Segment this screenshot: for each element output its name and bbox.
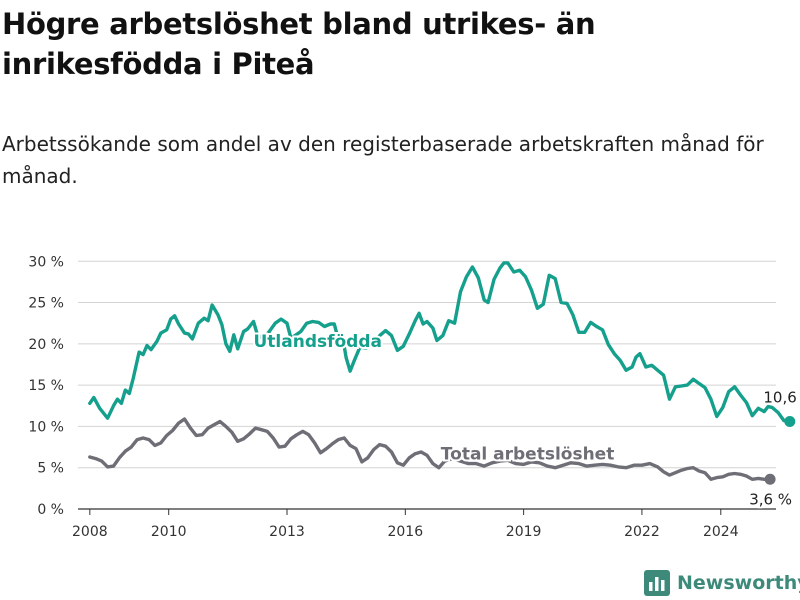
series-name-label: Utlandsfödda <box>253 332 382 352</box>
newsworthy-logo-icon <box>644 570 670 596</box>
y-tick-label: 25 % <box>28 296 64 312</box>
x-tick-label: 2022 <box>624 524 660 540</box>
newsworthy-logo: Newsworthy <box>644 566 800 600</box>
x-tick-label: 2010 <box>151 524 187 540</box>
y-tick-label: 5 % <box>37 461 64 477</box>
x-tick-label: 2024 <box>703 524 739 540</box>
x-tick-label: 2013 <box>269 524 305 540</box>
brand-name: Newsworthy <box>677 572 800 594</box>
end-value-label: 10,6 % <box>763 388 800 406</box>
y-tick-label: 10 % <box>28 419 64 435</box>
y-tick-label: 20 % <box>28 337 64 353</box>
series-layer <box>88 261 796 485</box>
grid-layer <box>78 260 776 510</box>
x-tick-label: 2008 <box>72 524 108 540</box>
x-tick-label: 2016 <box>387 524 423 540</box>
label-layer: Utlandsfödda Total arbetslöshet 10,6 % 3,6 … <box>251 330 800 510</box>
y-tick-label: 0 % <box>37 502 64 518</box>
axis-layer: 0 % 5 % 10 % 15 % 20 % 25 % 30 % 2008 2010 2013 20… <box>28 254 738 540</box>
series-line <box>88 417 772 481</box>
series-end-point <box>764 473 776 485</box>
series-end-point <box>784 415 796 427</box>
y-tick-label: 15 % <box>28 378 64 394</box>
series-name-label: Total arbetslöshet <box>441 444 615 464</box>
y-tick-label: 30 % <box>28 254 64 270</box>
end-value-label: 3,6 % <box>749 490 792 508</box>
x-tick-label: 2019 <box>506 524 542 540</box>
series-line <box>88 261 792 424</box>
chart-title: Högre arbetslöshet bland utrikes- än inr… <box>2 7 596 81</box>
chart-subtitle: Arbetssökande som andel av den registerb… <box>2 132 764 188</box>
